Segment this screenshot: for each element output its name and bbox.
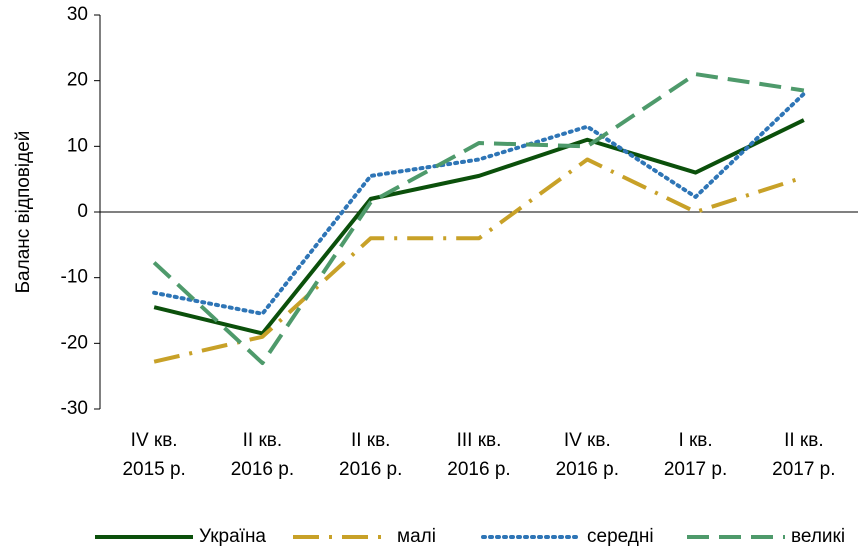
y-tick-label: 10 — [67, 135, 88, 156]
series-line — [152, 72, 805, 366]
x-tick-label: 2016 р. — [231, 459, 294, 480]
y-tick-label: 20 — [67, 70, 88, 91]
x-tick-label: 2017 р. — [772, 459, 835, 480]
x-tick-label: I кв. — [678, 430, 712, 451]
x-tick-label: 2016 р. — [556, 459, 619, 480]
x-tick-label: 2016 р. — [339, 459, 402, 480]
y-tick-label: 30 — [67, 4, 88, 25]
legend-label: малі — [397, 526, 436, 547]
legend-label: Україна — [199, 526, 266, 547]
legend-label: великі — [791, 526, 845, 547]
legend-label: середні — [587, 526, 654, 547]
x-tick-label: II кв. — [784, 430, 824, 451]
y-tick-label: -20 — [61, 332, 88, 353]
x-tick-label: IV кв. — [131, 430, 178, 451]
x-tick-label: II кв. — [243, 430, 283, 451]
series-line — [153, 157, 805, 364]
x-tick-label: 2015 р. — [122, 459, 185, 480]
series-line — [153, 118, 805, 336]
series-line — [152, 91, 806, 316]
x-tick-label: 2017 р. — [664, 459, 727, 480]
y-axis-label: Баланс відповідей — [13, 131, 34, 294]
y-tick-label: -30 — [61, 398, 88, 419]
x-tick-label: II кв. — [351, 430, 391, 451]
y-tick-label: 0 — [77, 201, 88, 222]
x-tick-label: IV кв. — [564, 430, 611, 451]
x-tick-label: 2016 р. — [447, 459, 510, 480]
x-tick-label: III кв. — [457, 430, 502, 451]
y-tick-label: -10 — [61, 267, 88, 288]
